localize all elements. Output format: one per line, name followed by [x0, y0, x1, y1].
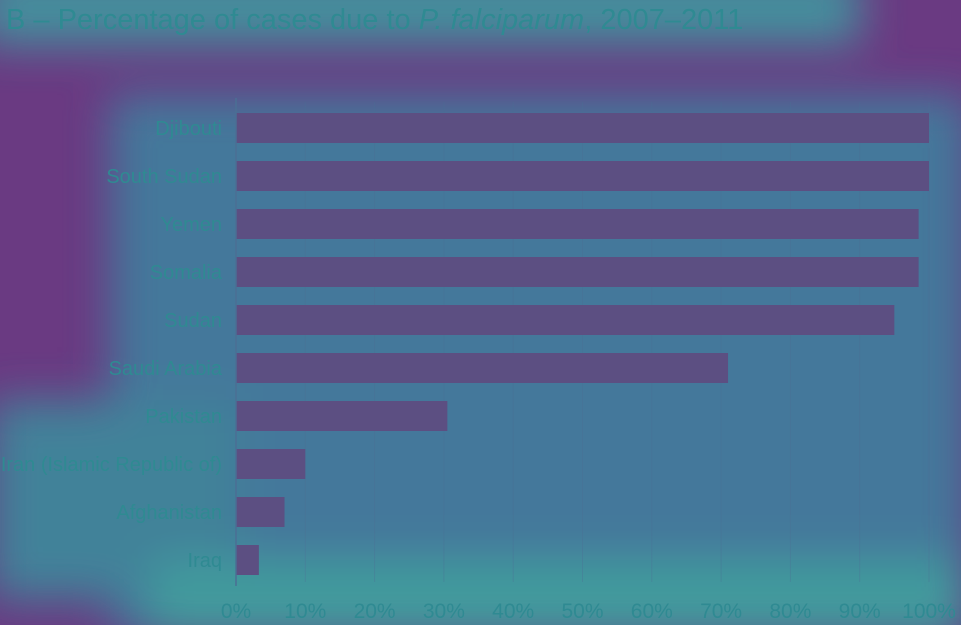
bars — [236, 113, 929, 575]
category-label: Iraq — [188, 550, 222, 572]
category-label: Somalia — [150, 262, 223, 284]
chart-title-species: P. falciparum — [418, 4, 585, 36]
category-label: Afghanistan — [116, 502, 222, 524]
category-label: South Sudan — [106, 166, 222, 188]
category-label: Iran (Islamic Republic of) — [1, 454, 222, 476]
category-label: Pakistan — [145, 406, 222, 428]
bar-iran-islamic-republic-of — [236, 449, 306, 479]
x-tick-label: 80% — [769, 600, 811, 623]
category-label: Yemen — [160, 214, 222, 236]
x-tick-labels: 0% 10% 20% 30% 40% 50% 60% 70% 80% 90% 100% — [221, 600, 956, 623]
x-tick-label: 50% — [561, 600, 603, 623]
x-tick-label: 100% — [902, 600, 956, 623]
bar-somalia — [236, 257, 919, 287]
bar-djibouti — [236, 113, 929, 143]
bar-iraq — [236, 545, 259, 575]
x-tick-label: 70% — [700, 600, 742, 623]
x-tick-label: 0% — [221, 600, 251, 623]
chart-title: B – Percentage of cases due to P. falcip… — [6, 4, 744, 36]
category-label: Sudan — [164, 310, 222, 332]
x-tick-label: 30% — [423, 600, 465, 623]
x-tick-label: 40% — [492, 600, 534, 623]
x-tick-label: 90% — [839, 600, 881, 623]
x-tick-label: 60% — [631, 600, 673, 623]
bar-south-sudan — [236, 161, 929, 191]
category-labels: Djibouti South Sudan Yemen Somalia Sudan Saud… — [1, 118, 223, 572]
bar-saudi-arabia — [236, 353, 729, 383]
bar-afghanistan — [236, 497, 285, 527]
category-label: Djibouti — [155, 118, 222, 140]
bar-sudan — [236, 305, 895, 335]
x-tick-label: 10% — [284, 600, 326, 623]
x-tick-label: 20% — [354, 600, 396, 623]
bar-yemen — [236, 209, 919, 239]
bar-pakistan — [236, 401, 448, 431]
category-label: Saudi Arabia — [109, 358, 223, 380]
